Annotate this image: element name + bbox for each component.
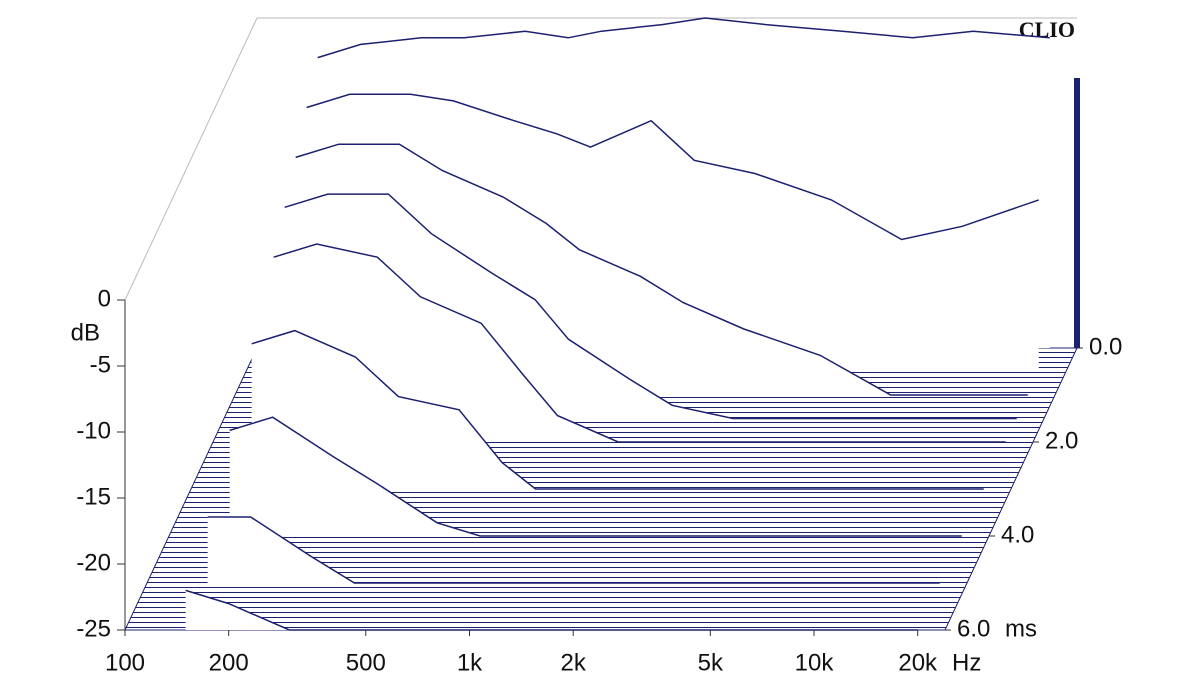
slice-fill	[251, 330, 984, 489]
y-axis-label: dB	[71, 319, 100, 346]
y-tick-label: -25	[76, 615, 111, 642]
y-tick-label: -20	[76, 549, 111, 576]
slice	[317, 17, 1050, 59]
slice-fill	[185, 590, 918, 630]
slice	[251, 329, 984, 490]
slice	[295, 143, 1028, 396]
x-tick-label: 1k	[457, 649, 483, 676]
y-tick-label: -10	[76, 417, 111, 444]
x-tick-label: 10k	[795, 649, 835, 676]
x-tick-label: 2k	[561, 649, 587, 676]
z-tick-label: 2.0	[1045, 427, 1078, 454]
x-tick-label: 500	[346, 649, 386, 676]
slice	[207, 516, 940, 584]
z-tick-label: 0.0	[1089, 333, 1122, 360]
slice	[273, 243, 1006, 443]
slice	[284, 193, 1017, 420]
x-tick-label: 200	[209, 649, 249, 676]
x-tick-label: 20k	[898, 649, 938, 676]
slice-fill	[229, 417, 962, 536]
back-frame	[124, 17, 1077, 301]
y-tick-label: -15	[76, 483, 111, 510]
y-tick-label: 0	[98, 285, 111, 312]
slice	[185, 589, 918, 631]
slice-fill	[273, 244, 1006, 442]
slice-fill	[207, 517, 940, 583]
x-axis-label: Hz	[952, 649, 981, 676]
slice	[229, 416, 962, 537]
y-tick-label: -5	[90, 351, 111, 378]
slice	[306, 93, 1039, 241]
z-axis-label: ms	[1005, 615, 1037, 642]
x-tick-label: 5k	[698, 649, 724, 676]
z-tick-label: 4.0	[1001, 521, 1034, 548]
x-tick-label: 100	[105, 649, 145, 676]
z-tick-label: 6.0	[957, 615, 990, 642]
